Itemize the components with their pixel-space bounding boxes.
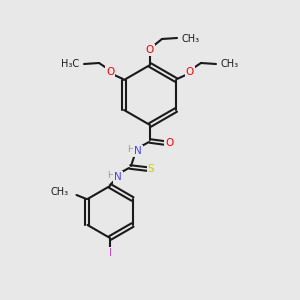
Text: I: I [109,248,112,258]
Text: H: H [106,170,113,179]
Text: N: N [134,146,142,156]
Text: CH₃: CH₃ [182,34,200,44]
Text: CH₃: CH₃ [221,59,239,69]
Text: O: O [106,67,114,77]
Text: CH₃: CH₃ [50,187,68,197]
Text: N: N [114,172,122,182]
Text: O: O [165,138,173,148]
Text: S: S [148,164,154,174]
Text: H: H [127,145,134,154]
Text: O: O [186,67,194,77]
Text: O: O [146,45,154,55]
Text: H₃C: H₃C [61,59,79,69]
